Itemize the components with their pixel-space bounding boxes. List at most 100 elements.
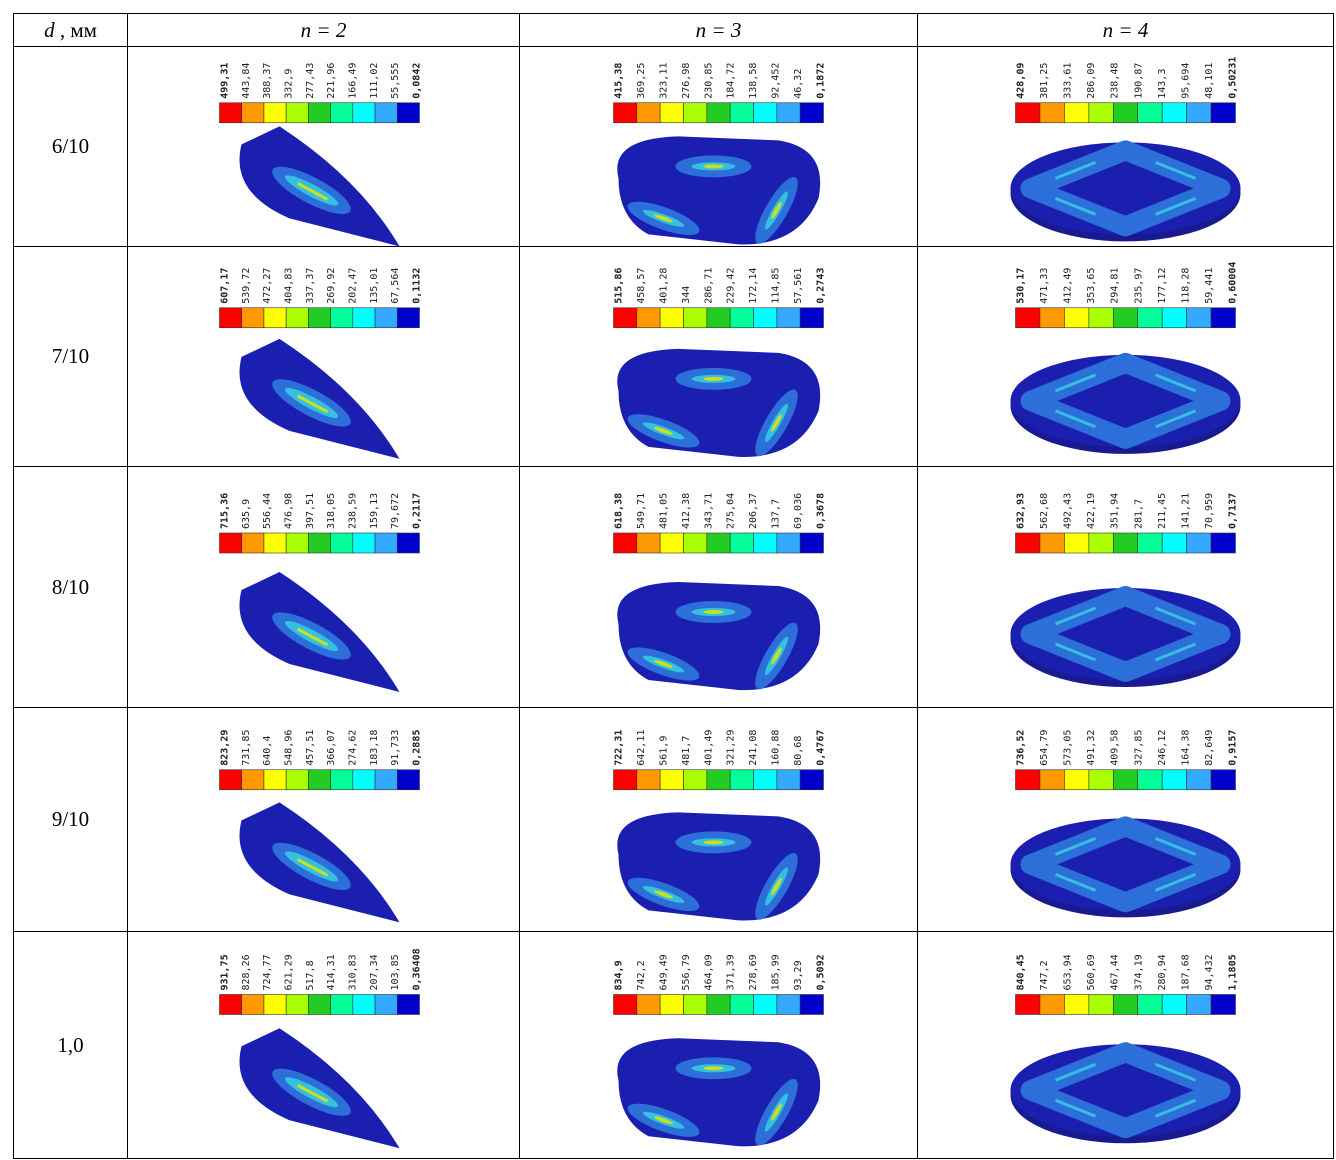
header-cell: d , мм	[14, 14, 128, 47]
color-bar-segment	[1064, 533, 1088, 553]
legend-label: 70,959	[1204, 493, 1215, 529]
specimen	[617, 349, 820, 461]
legend-label: 310,83	[348, 954, 359, 990]
color-bar-segment	[660, 103, 683, 123]
legend-label: 337,37	[305, 268, 316, 304]
legend-label: 573,05	[1063, 730, 1074, 766]
color-bar-segment	[242, 995, 264, 1015]
legend-label: 276,98	[681, 63, 692, 99]
plot-cell: 834,9742,2649,49556,79464,09371,39278,69…	[520, 932, 918, 1159]
stress-plot: 515,86458,57401,28344286,71229,42172,141…	[520, 247, 917, 466]
color-bar-segment	[375, 770, 397, 790]
legend-label: 464,09	[703, 954, 714, 990]
color-bar-segment	[242, 308, 264, 328]
legend-label: 177,12	[1157, 268, 1168, 304]
color-bar-segment	[777, 995, 800, 1015]
legend-label: 55,555	[390, 63, 401, 99]
color-bar-segment	[754, 533, 777, 553]
color-bar-segment	[707, 533, 730, 553]
legend-label: 141,21	[1180, 493, 1191, 529]
color-bar-segment	[754, 103, 777, 123]
legend-label: 0,9157	[1228, 730, 1239, 766]
legend-label: 632,93	[1016, 493, 1027, 529]
color-bar-segment	[286, 770, 308, 790]
color-bar-segment	[1138, 995, 1162, 1015]
legend-label: 476,98	[284, 493, 295, 529]
legend-label: 0,36408	[412, 948, 423, 990]
legend-label: 79,672	[390, 493, 401, 529]
stress-plot: 632,93562,68492,43422,19351,94281,7211,4…	[918, 467, 1333, 707]
color-bar-segment	[308, 103, 330, 123]
d-cell: 6/10	[14, 47, 128, 247]
stress-peak	[704, 377, 724, 381]
color-bar-segment	[1187, 308, 1211, 328]
specimen	[617, 1038, 820, 1150]
legend-label: 374,19	[1133, 954, 1144, 990]
legend-label: 428,09	[1016, 63, 1027, 99]
color-bar-segment	[375, 533, 397, 553]
color-bar-segment	[1113, 533, 1137, 553]
legend-label: 467,44	[1110, 954, 1121, 990]
legend-label: 230,85	[703, 63, 714, 99]
color-bar-segment	[684, 308, 707, 328]
stress-plot: 607,17539,72472,27404,83337,37269,92202,…	[128, 247, 519, 466]
color-bar-segment	[1138, 533, 1162, 553]
color-bar-segment	[684, 533, 707, 553]
legend-label: 401,28	[658, 268, 669, 304]
plot-cell: 515,86458,57401,28344286,71229,42172,141…	[520, 247, 918, 467]
color-bar-segment	[1162, 533, 1186, 553]
color-bar-segment	[754, 995, 777, 1015]
specimen	[1011, 355, 1241, 454]
color-bar-segment	[637, 995, 660, 1015]
color-bar-segment	[1187, 103, 1211, 123]
legend-label: 333,61	[1063, 63, 1074, 99]
color-bar-segment	[1187, 995, 1211, 1015]
color-bar-segment	[242, 770, 264, 790]
specimen	[240, 1028, 400, 1148]
legend-label: 0,50231	[1228, 57, 1239, 99]
color-bar-segment	[1113, 308, 1137, 328]
legend-label: 457,51	[305, 730, 316, 766]
color-bar-segment	[220, 995, 242, 1015]
color-bar-segment	[660, 995, 683, 1015]
legend-label: 92,452	[771, 63, 782, 99]
color-bar-segment	[331, 308, 353, 328]
color-bar-segment	[220, 533, 242, 553]
stress-plot: 736,52654,79573,05491,32409,58327,85246,…	[918, 708, 1333, 931]
color-bar-segment	[1040, 995, 1064, 1015]
color-bar-segment	[754, 770, 777, 790]
legend-label: 549,71	[636, 493, 647, 529]
color-bar-segment	[754, 308, 777, 328]
legend-label: 95,694	[1180, 63, 1191, 99]
legend-label: 207,34	[369, 954, 380, 990]
color-bar-segment	[308, 995, 330, 1015]
legend-label: 422,19	[1086, 493, 1097, 529]
color-bar-segment	[264, 995, 286, 1015]
legend-label: 715,36	[220, 493, 231, 529]
legend-label: 137,7	[771, 499, 782, 529]
specimen	[240, 802, 400, 922]
color-bar-segment	[308, 533, 330, 553]
color-bar-segment	[1138, 103, 1162, 123]
legend-label: 607,17	[220, 268, 231, 304]
color-bar-segment	[264, 308, 286, 328]
legend-label: 183,18	[369, 730, 380, 766]
legend-label: 138,58	[748, 63, 759, 99]
legend-label: 649,49	[658, 954, 669, 990]
legend-label: 724,77	[262, 954, 273, 990]
legend-label: 114,85	[771, 268, 782, 304]
legend-label: 653,94	[1063, 954, 1074, 990]
legend-label: 472,27	[262, 268, 273, 304]
legend-label: 369,25	[636, 63, 647, 99]
color-bar-segment	[614, 770, 637, 790]
color-bar-segment	[1040, 103, 1064, 123]
legend-label: 286,09	[1086, 63, 1097, 99]
d-cell: 8/10	[14, 467, 128, 708]
legend-label: 742,2	[636, 960, 647, 990]
color-bar-segment	[331, 995, 353, 1015]
color-bar-segment	[614, 308, 637, 328]
specimen	[617, 812, 820, 924]
legend-label: 274,62	[348, 730, 359, 766]
color-bar-segment	[1187, 533, 1211, 553]
